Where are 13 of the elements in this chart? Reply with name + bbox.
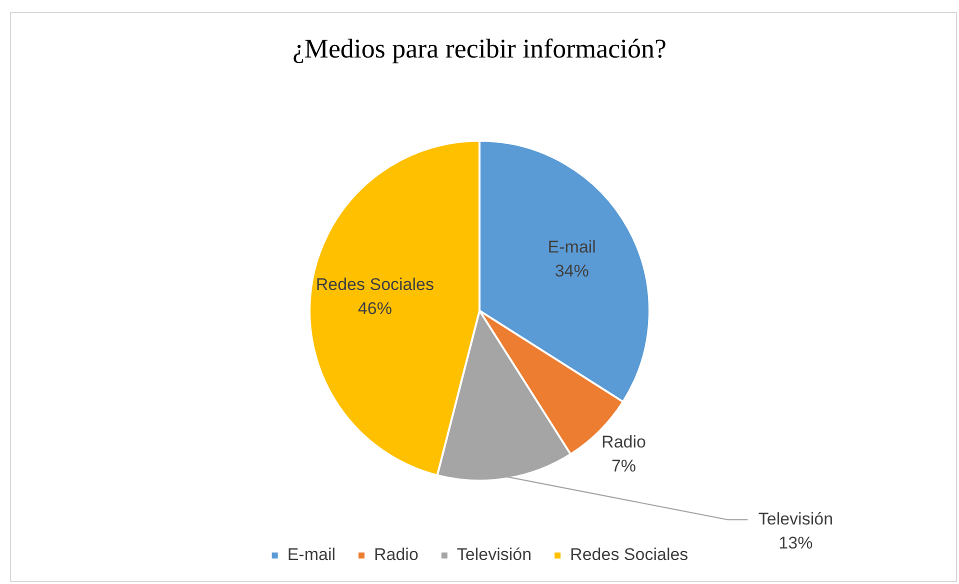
slice-label: E-mail	[548, 238, 596, 257]
slice-label: Televisión	[758, 509, 834, 528]
slice-label: Radio	[602, 432, 646, 452]
data-label: 13%	[778, 533, 813, 552]
legend-label: Redes Sociales	[570, 545, 688, 564]
chart-title: ¿Medios para recibir información?	[292, 33, 667, 64]
legend-label: Televisión	[456, 545, 532, 564]
legend-label: E-mail	[287, 545, 336, 564]
data-label: 7%	[611, 456, 636, 476]
data-label: 34%	[554, 262, 589, 281]
slice-label: Redes Sociales	[316, 275, 434, 294]
legend-label: Radio	[374, 545, 418, 564]
data-label: 46%	[358, 299, 392, 318]
